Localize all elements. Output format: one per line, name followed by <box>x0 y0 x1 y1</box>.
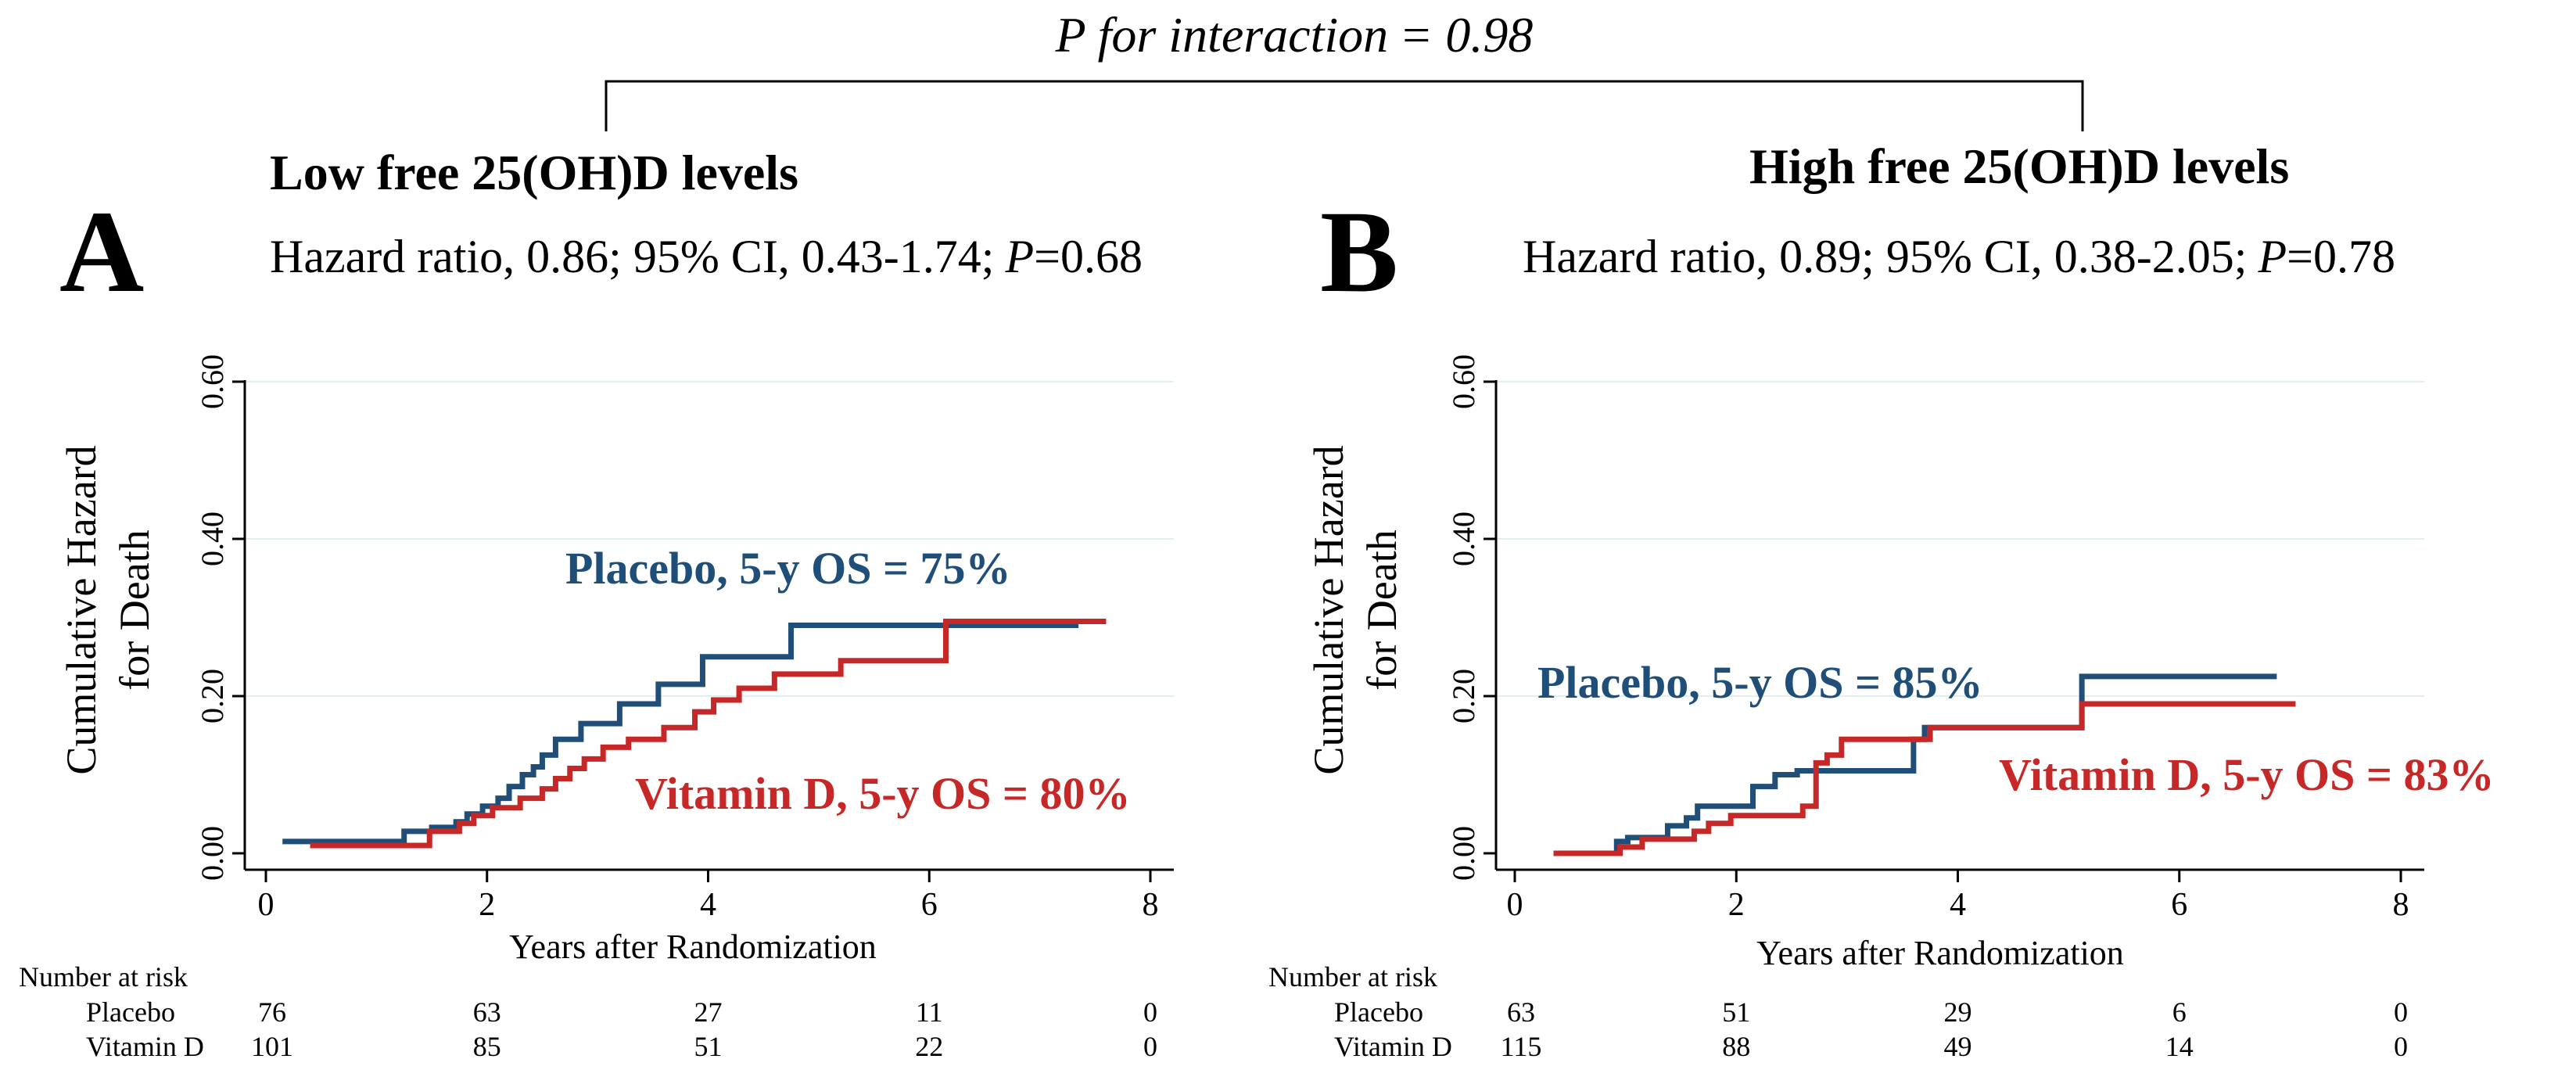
panel-a-risk-count: 101 <box>251 1031 293 1062</box>
panel-a-risk-row-placebo: Placebo <box>86 996 175 1028</box>
panel-a-risk-row-vitd: Vitamin D <box>86 1031 204 1062</box>
panel-b-placebo-label: Placebo, 5-y OS = 85% <box>1537 657 1983 708</box>
panel-a-placebo-label: Placebo, 5-y OS = 75% <box>565 543 1011 594</box>
panel-a-x-tick-label: 2 <box>479 887 495 923</box>
panel-b-risk-count: 0 <box>2394 996 2408 1028</box>
panel-a-risk-count: 0 <box>1143 1031 1157 1062</box>
panel-a-y-tick-label: 0.40 <box>195 512 230 566</box>
panel-b-x-tick-label: 0 <box>1507 887 1523 923</box>
panel-b-y-tick-label: 0.00 <box>1446 826 1481 881</box>
panel-b-p-value: =0.78 <box>2287 231 2395 282</box>
panel-a-risk-count: 11 <box>916 996 943 1028</box>
panel-a-vitamin-d-label: Vitamin D, 5-y OS = 80% <box>635 768 1130 819</box>
panel-a-vitamin-d-curve <box>310 619 1107 849</box>
panel-b-p-label: P <box>2257 231 2287 282</box>
panel-a-x-tick-label: 0 <box>258 887 274 923</box>
panel-a-ylabel-2: for Death <box>111 530 158 690</box>
panel-a-risk-header: Number at risk <box>19 961 188 993</box>
panel-b-risk-count: 0 <box>2394 1031 2408 1062</box>
panel-a-y-tick-label: 0.20 <box>195 669 230 723</box>
panel-b-risk-count: 88 <box>1722 1031 1750 1062</box>
panel-a-title: Low free 25(OH)D levels <box>270 145 798 200</box>
panel-b-risk-count: 51 <box>1722 996 1750 1028</box>
panel-a-xlabel: Years after Randomization <box>509 928 877 966</box>
panel-a-risk-count: 0 <box>1143 996 1157 1028</box>
plots-layer: 0.00 0.20 0.40 0.60 0 2 4 6 8 Placebo, 5-y OS = 7… <box>195 354 2494 1062</box>
panel-b-vitamin-d-curve <box>1553 701 2296 856</box>
panel-a-ylabel-1: Cumulative Hazard <box>58 445 105 774</box>
panel-b-letter: B <box>1320 187 1398 317</box>
panel-a-y-tick-label: 0.00 <box>195 826 230 881</box>
panel-b-risk-header: Number at risk <box>1268 961 1437 993</box>
panel-b-y-tick-label: 0.40 <box>1446 512 1481 566</box>
panel-b-risk-count: 49 <box>1944 1031 1972 1062</box>
panel-a-risk-count: 27 <box>694 996 723 1028</box>
panel-b-ylabel-2: for Death <box>1358 530 1405 690</box>
panel-b-risk-row-vitd: Vitamin D <box>1334 1031 1452 1062</box>
panel-a-hr-text: Hazard ratio, 0.86; 95% CI, 0.43-1.74; <box>270 231 994 282</box>
panel-b-y-tick-label: 0.20 <box>1446 669 1481 723</box>
panel-b-risk-count: 14 <box>2165 1031 2194 1062</box>
panel-b-x-tick-label: 4 <box>1950 887 1966 923</box>
panel-a-hr: Hazard ratio, 0.86; 95% CI, 0.43-1.74; P=… <box>270 231 1143 282</box>
panel-b-hr: Hazard ratio, 0.89; 95% CI, 0.38-2.05; P=… <box>1523 231 2395 282</box>
panel-b-risk-count: 29 <box>1944 996 1972 1028</box>
panel-b-ylabel-1: Cumulative Hazard <box>1305 445 1352 774</box>
panel-a-x-tick-label: 6 <box>921 887 938 923</box>
panel-b-risk-row-placebo: Placebo <box>1334 996 1423 1028</box>
panel-a-x-tick-label: 8 <box>1143 887 1159 923</box>
panel-b-x-tick-label: 2 <box>1728 887 1745 923</box>
panel-a-x-tick-label: 4 <box>700 887 716 923</box>
panel-b-x-tick-label: 6 <box>2171 887 2187 923</box>
panel-a-risk-count: 63 <box>473 996 501 1028</box>
panel-b-hr-text: Hazard ratio, 0.89; 95% CI, 0.38-2.05; <box>1523 231 2247 282</box>
panel-a-p-label: P <box>1004 231 1034 282</box>
panel-b-x-tick-label: 8 <box>2393 887 2409 923</box>
panel-a-risk-count: 22 <box>915 1031 943 1062</box>
panel-b-risk-count: 115 <box>1501 1031 1542 1062</box>
panel-b-title: High free 25(OH)D levels <box>1749 138 2289 194</box>
panel-a-y-tick-label: 0.60 <box>195 354 230 409</box>
panel-b-xlabel: Years after Randomization <box>1756 934 2124 972</box>
panel-a-letter: A <box>59 187 144 317</box>
panel-b-risk-count: 63 <box>1507 996 1535 1028</box>
panel-a-risk-count: 51 <box>694 1031 723 1062</box>
panel-b-y-tick-label: 0.60 <box>1446 354 1481 409</box>
interaction-bracket <box>605 80 2084 131</box>
interaction-value: = 0.98 <box>1399 7 1533 63</box>
interaction-prefix: P for interaction <box>1055 7 1388 63</box>
interaction-label: P for interaction = 0.98 <box>1055 7 1534 63</box>
panel-b-vitamin-d-label: Vitamin D, 5-y OS = 83% <box>1999 749 2494 800</box>
panel-b-risk-count: 6 <box>2172 996 2187 1028</box>
panel-a-risk-count: 76 <box>258 996 286 1028</box>
panel-a-p-value: =0.68 <box>1034 231 1143 282</box>
panel-a-placebo-curve <box>282 623 1079 845</box>
panel-a-risk-count: 85 <box>473 1031 501 1062</box>
